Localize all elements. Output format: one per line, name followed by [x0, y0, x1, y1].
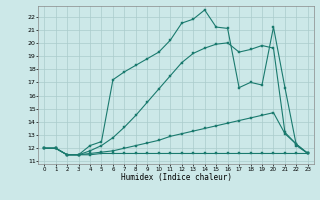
- X-axis label: Humidex (Indice chaleur): Humidex (Indice chaleur): [121, 173, 231, 182]
